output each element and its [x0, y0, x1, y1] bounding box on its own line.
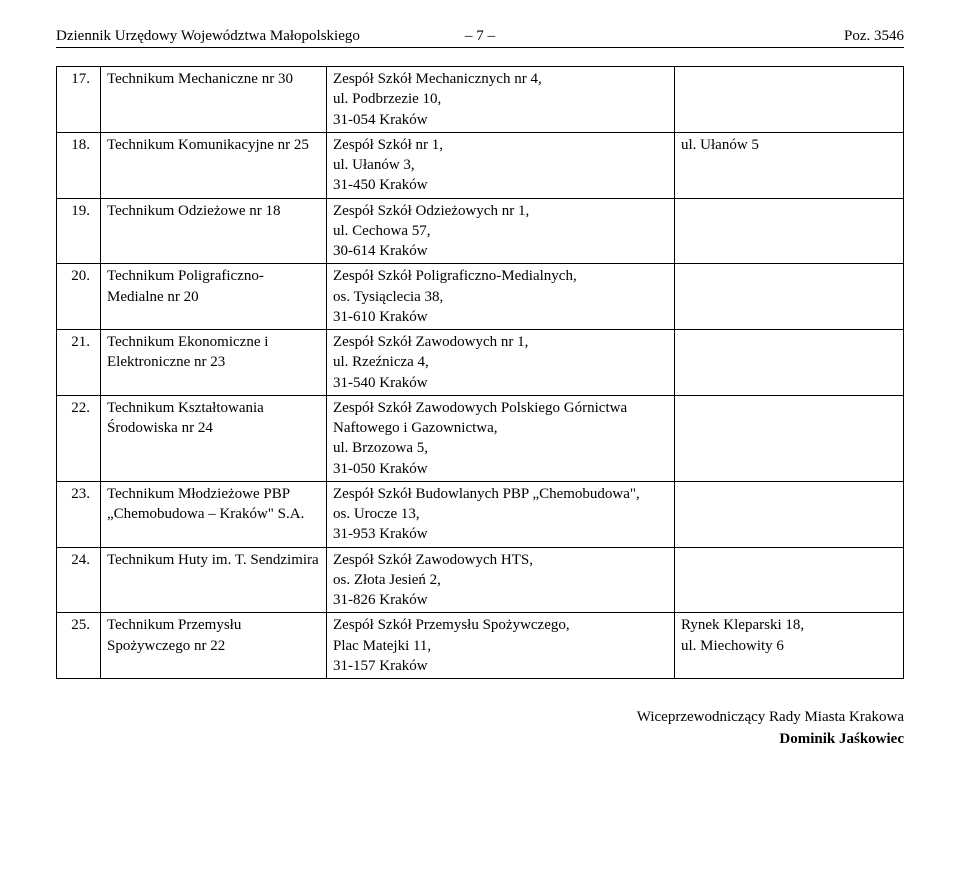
- header-page-number: – 7 –: [450, 28, 510, 45]
- row-number: 19.: [57, 198, 101, 264]
- header-left: Dziennik Urzędowy Województwa Małopolski…: [56, 28, 450, 45]
- extra-address: [675, 547, 904, 613]
- school-address: Zespół Szkół Poligraficzno-Medialnych,os…: [327, 264, 675, 330]
- table-row: 23.Technikum Młodzieżowe PBP „Chemobudow…: [57, 481, 904, 547]
- row-number: 22.: [57, 395, 101, 481]
- header-right: Poz. 3546: [510, 28, 904, 45]
- extra-address: [675, 330, 904, 396]
- extra-address: [675, 264, 904, 330]
- row-number: 24.: [57, 547, 101, 613]
- school-address: Zespół Szkół Przemysłu Spożywczego,Plac …: [327, 613, 675, 679]
- signature-block: Wiceprzewodniczący Rady Miasta Krakowa D…: [56, 707, 904, 751]
- extra-address: [675, 198, 904, 264]
- extra-address: [675, 67, 904, 133]
- table-row: 20.Technikum Poligraficzno-Medialne nr 2…: [57, 264, 904, 330]
- table-row: 17.Technikum Mechaniczne nr 30Zespół Szk…: [57, 67, 904, 133]
- school-name: Technikum Przemysłu Spożywczego nr 22: [101, 613, 327, 679]
- school-address: Zespół Szkół Zawodowych Polskiego Górnic…: [327, 395, 675, 481]
- school-address: Zespół Szkół Budowlanych PBP „Chemobudow…: [327, 481, 675, 547]
- school-name: Technikum Młodzieżowe PBP „Chemobudowa –…: [101, 481, 327, 547]
- page-header: Dziennik Urzędowy Województwa Małopolski…: [56, 28, 904, 48]
- school-name: Technikum Kształtowania Środowiska nr 24: [101, 395, 327, 481]
- school-name: Technikum Komunikacyjne nr 25: [101, 132, 327, 198]
- extra-address: [675, 481, 904, 547]
- school-name: Technikum Ekonomiczne i Elektroniczne nr…: [101, 330, 327, 396]
- school-address: Zespół Szkół Zawodowych nr 1,ul. Rzeźnic…: [327, 330, 675, 396]
- table-row: 19.Technikum Odzieżowe nr 18Zespół Szkół…: [57, 198, 904, 264]
- row-number: 25.: [57, 613, 101, 679]
- table-row: 25.Technikum Przemysłu Spożywczego nr 22…: [57, 613, 904, 679]
- signature-title: Wiceprzewodniczący Rady Miasta Krakowa: [56, 707, 904, 729]
- school-address: Zespół Szkół Odzieżowych nr 1,ul. Cechow…: [327, 198, 675, 264]
- school-name: Technikum Mechaniczne nr 30: [101, 67, 327, 133]
- school-name: Technikum Huty im. T. Sendzimira: [101, 547, 327, 613]
- school-address: Zespół Szkół Mechanicznych nr 4,ul. Podb…: [327, 67, 675, 133]
- row-number: 17.: [57, 67, 101, 133]
- table-row: 21.Technikum Ekonomiczne i Elektroniczne…: [57, 330, 904, 396]
- extra-address: ul. Ułanów 5: [675, 132, 904, 198]
- school-name: Technikum Odzieżowe nr 18: [101, 198, 327, 264]
- table-row: 24.Technikum Huty im. T. SendzimiraZespó…: [57, 547, 904, 613]
- table-row: 22.Technikum Kształtowania Środowiska nr…: [57, 395, 904, 481]
- row-number: 23.: [57, 481, 101, 547]
- row-number: 18.: [57, 132, 101, 198]
- school-table: 17.Technikum Mechaniczne nr 30Zespół Szk…: [56, 66, 904, 679]
- table-row: 18.Technikum Komunikacyjne nr 25Zespół S…: [57, 132, 904, 198]
- extra-address: [675, 395, 904, 481]
- school-address: Zespół Szkół nr 1,ul. Ułanów 3,31-450 Kr…: [327, 132, 675, 198]
- extra-address: Rynek Kleparski 18,ul. Miechowity 6: [675, 613, 904, 679]
- school-address: Zespół Szkół Zawodowych HTS,os. Złota Je…: [327, 547, 675, 613]
- school-name: Technikum Poligraficzno-Medialne nr 20: [101, 264, 327, 330]
- row-number: 21.: [57, 330, 101, 396]
- row-number: 20.: [57, 264, 101, 330]
- signature-name: Dominik Jaśkowiec: [56, 729, 904, 751]
